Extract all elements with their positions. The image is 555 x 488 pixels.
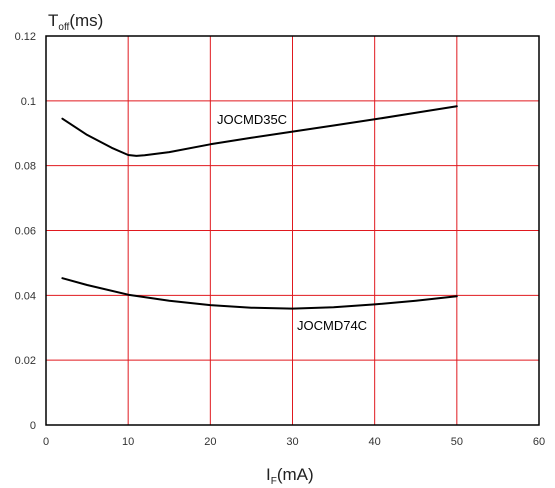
x-tick-label: 30 <box>286 436 298 448</box>
y-tick-label: 0.1 <box>21 96 36 108</box>
y-axis-label-sub: off <box>58 22 69 33</box>
y-axis-ticks: 0 0.02 0.04 0.06 0.08 0.1 0.12 <box>15 31 36 432</box>
series-line <box>61 277 458 310</box>
y-axis-label-main: T <box>48 11 58 30</box>
y-axis-label: Toff(ms) <box>48 11 103 33</box>
y-tick-label: 0 <box>30 420 36 432</box>
x-tick-label: 10 <box>122 436 134 448</box>
y-tick-label: 0.06 <box>15 226 36 238</box>
plot-frame <box>45 35 540 426</box>
x-axis-label-main: I <box>266 465 271 484</box>
series-label: JOCMD35C <box>217 112 287 127</box>
y-axis-label-unit: (ms) <box>69 11 103 30</box>
x-tick-label: 50 <box>451 436 463 448</box>
x-axis-label: IF(mA) <box>266 465 314 487</box>
grid-lines <box>46 36 539 425</box>
series-group: JOCMD35C JOCMD74C <box>61 105 458 333</box>
x-tick-label: 0 <box>43 436 49 448</box>
series-line <box>61 105 458 157</box>
x-tick-label: 20 <box>204 436 216 448</box>
x-axis-label-unit: (mA) <box>277 465 314 484</box>
y-tick-label: 0.08 <box>15 161 36 173</box>
x-tick-label: 40 <box>369 436 381 448</box>
x-tick-label: 60 <box>533 436 545 448</box>
x-axis-ticks: 0 10 20 30 40 50 60 <box>43 436 545 448</box>
x-axis-label-sub: F <box>271 476 277 487</box>
y-tick-label: 0.02 <box>15 355 36 367</box>
series-label: JOCMD74C <box>297 318 367 333</box>
y-tick-label: 0.12 <box>15 31 36 43</box>
y-tick-label: 0.04 <box>15 290 36 302</box>
